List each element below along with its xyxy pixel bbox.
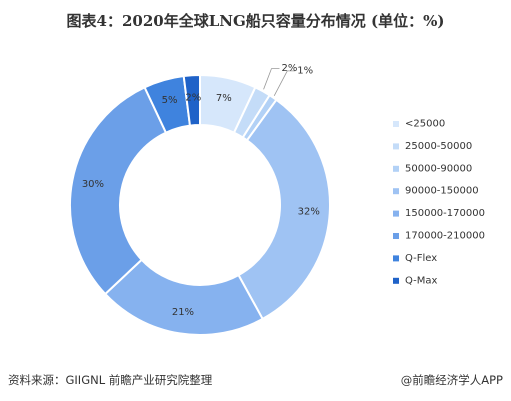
slice-label: 1% [297,65,313,76]
slice-label: 30% [82,179,104,190]
legend-swatch [393,233,399,239]
source-note: 资料来源：GIIGNL 前瞻产业研究院整理 [8,373,213,387]
slice-labels-group: 7%2% 1%32%21%30%5% 2% [82,63,320,318]
leader-lines-group [263,68,296,97]
slices-group [69,73,331,336]
slice-label: 5% [162,95,178,106]
brand-mark: @前瞻经济学人APP [400,373,503,387]
slice-90000-150000 [237,98,331,321]
legend-swatch [393,143,399,150]
slice-label: 32% [298,206,320,217]
legend-swatch [393,165,399,172]
legend-swatch [393,121,399,127]
legend-label: 170000-210000 [405,231,485,242]
chart-title: 图表4：2020年全球LNG船只容量分布情况 (单位：%) [66,12,445,30]
leader-line [263,68,280,90]
footer: 资料来源：GIIGNL 前瞻产业研究院整理 @前瞻经济学人APP [0,372,511,392]
slice-label: 7% [216,93,232,104]
legend-label: Q-Max [405,275,438,286]
legend: <25000 25000-50000 50000-90000 90000-150000… [393,119,485,286]
slice-170000-210000 [69,86,168,296]
legend-swatch [393,210,399,217]
legend-label: Q-Flex [405,253,437,264]
legend-label: 50000-90000 [405,163,472,174]
slice-label: 2% [185,93,201,104]
slice-q-max [182,73,201,127]
slice-label: 2% [281,63,297,74]
legend-swatch [393,277,399,284]
legend-label: <25000 [405,119,445,130]
slice-label: 21% [172,307,194,318]
legend-label: 150000-170000 [405,208,485,219]
legend-label: 90000-150000 [405,186,479,197]
legend-swatch [393,255,399,262]
legend-swatch [393,188,399,195]
legend-label: 25000-50000 [405,141,472,152]
leader-line [273,70,296,97]
